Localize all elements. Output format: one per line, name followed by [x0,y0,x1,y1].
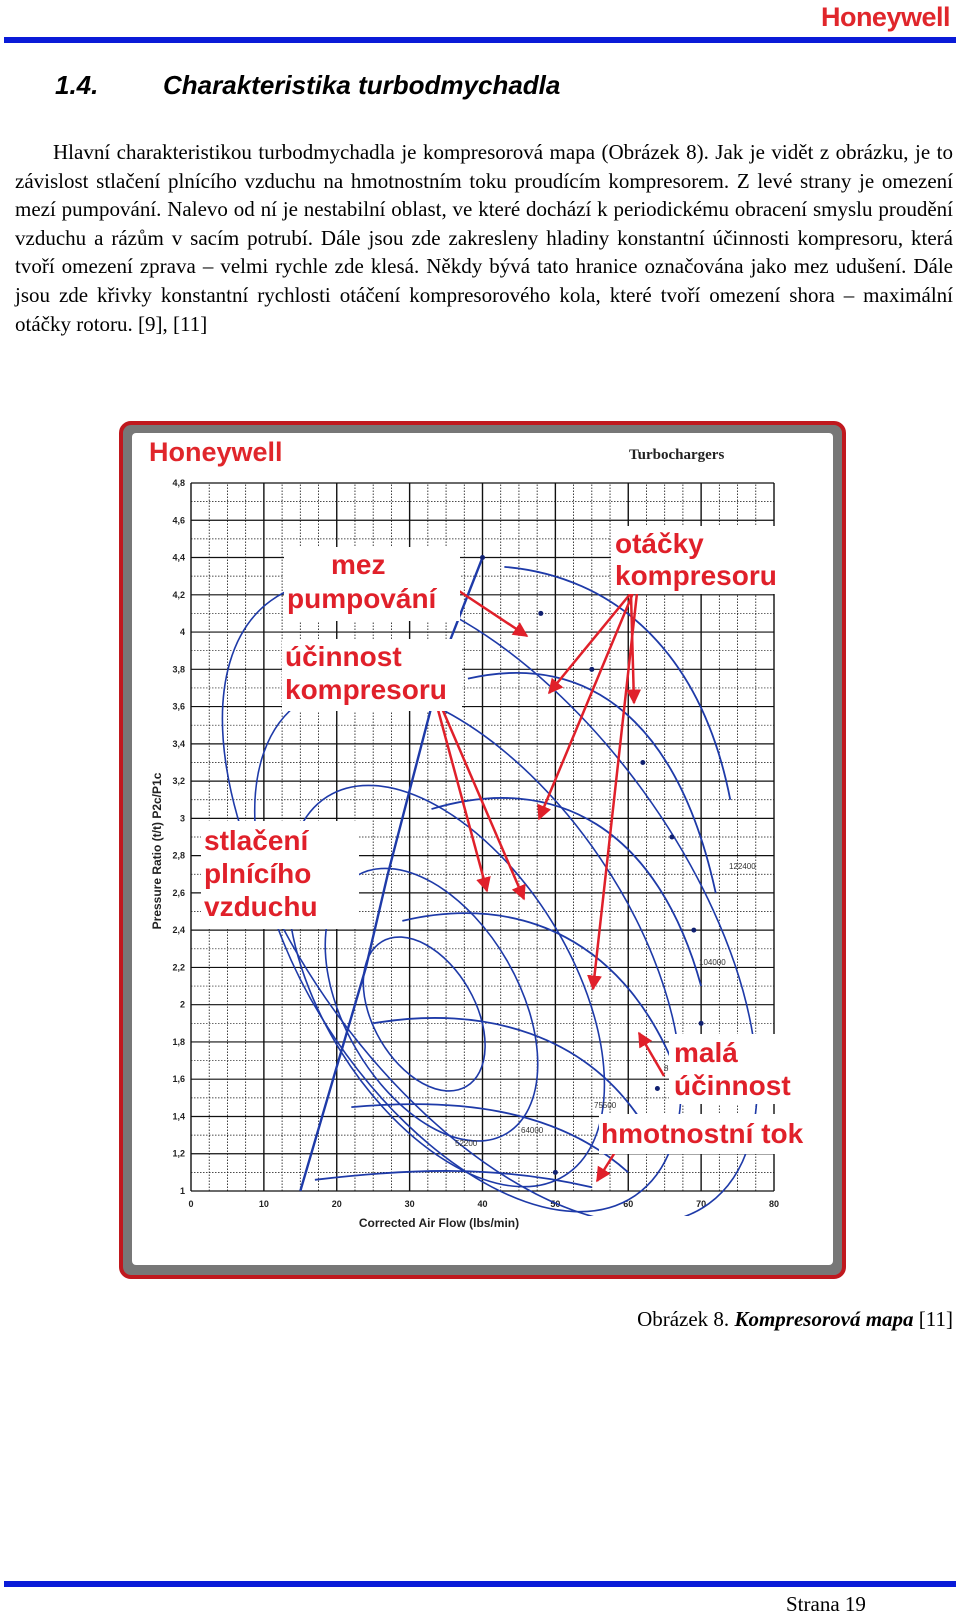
surge-label-line1: mez [331,549,385,580]
y-tick-label: 1,4 [172,1111,185,1121]
map-point [654,1086,660,1092]
label-bg [201,821,359,929]
y-tick-label: 3,4 [172,739,185,749]
surge-label-line2: pumpování [287,583,438,614]
map-point [480,555,485,561]
figure-caption: Obrázek 8. Kompresorová mapa [11] [637,1307,953,1332]
label-bg [284,547,460,621]
map-point [698,1020,704,1026]
x-tick-label: 80 [769,1199,779,1209]
y-tick-label: 4 [180,627,185,637]
y-tick-label: 3,6 [172,702,185,712]
section-number: 1.4. [55,70,99,100]
speed-line [351,1103,629,1174]
map-point [552,1169,558,1175]
y-tick-label: 4,2 [172,590,185,600]
paragraph-text: Hlavní charakteristikou turbodmychadla j… [15,140,953,336]
speed-label-line1: otáčky [615,528,704,559]
x-tick-label: 0 [188,1199,193,1209]
pressure-label-line2: plnícího [204,858,311,889]
y-tick-label: 4,8 [172,478,185,488]
x-axis-title: Corrected Air Flow (lbs/min) [359,1216,519,1230]
speed-label: 122400 [729,862,756,871]
efficiency-label-line1: účinnost [285,641,402,672]
x-tick-label: 10 [259,1199,269,1209]
speed-label: 75500 [594,1101,617,1110]
label-bg [282,639,462,711]
speed-line [402,912,681,1080]
x-tick-label: 30 [405,1199,415,1209]
label-bg [669,1034,799,1104]
speed-label-line2: kompresoru [615,560,777,591]
figure-logo: Honeywell [149,437,283,467]
turbochargers-label: Turbochargers [629,447,724,463]
map-point [691,927,697,933]
pressure-label-line3: vzduchu [204,891,318,922]
map-point [538,610,544,616]
label-bg [599,1114,815,1154]
body-paragraph: Hlavní charakteristikou turbodmychadla j… [15,138,953,338]
x-tick-label: 60 [623,1199,633,1209]
low-eff-label-line1: malá [674,1037,738,1068]
speed-line [504,565,732,800]
caption-title: Kompresorová mapa [734,1307,914,1331]
caption-prefix: Obrázek 8. [637,1307,730,1331]
y-tick-label: 2,4 [172,925,185,935]
map-point [640,759,646,765]
y-tick-label: 4,6 [172,515,185,525]
speed-label: 104000 [699,958,726,967]
compressor-map-figure: Honeywell Turbochargers 0 10 20 30 40 50 60 70 8… [119,421,846,1279]
pressure-label-line1: stlačení [204,825,309,856]
y-tick-label: 2,2 [172,962,185,972]
mass-flow-label: hmotnostní tok [601,1118,804,1149]
y-tick-label: 1,6 [172,1074,185,1084]
y-tick-label: 2,6 [172,888,185,898]
low-eff-label-line2: účinnost [674,1070,791,1101]
map-point [669,834,675,840]
y-tick-label: 2 [180,1000,185,1010]
page-number: Strana 19 [786,1592,866,1616]
efficiency-label-line2: kompresoru [285,674,447,705]
x-tick-label: 70 [696,1199,706,1209]
x-tick-label: 20 [332,1199,342,1209]
y-tick-label: 1,2 [172,1149,185,1159]
caption-ref: [11] [918,1307,953,1331]
annotation-arrows [435,589,666,1183]
map-point [589,666,595,672]
header-rule [4,37,956,43]
y-tick-label: 4,4 [172,553,185,563]
speed-line [373,1017,651,1136]
efficiency-contour [362,936,486,1092]
speed-label: 64000 [521,1126,544,1135]
honeywell-logo: Honeywell [820,2,951,32]
y-tick-label: 3 [180,813,185,823]
y-tick-label: 1,8 [172,1037,185,1047]
y-tick-label: 1 [180,1186,185,1196]
efficiency-contour [221,580,758,1216]
y-axis-title: Pressure Ratio (t/t) P2c/P1c [150,772,164,929]
speed-label: 52200 [455,1139,478,1148]
y-tick-label: 3,2 [172,776,185,786]
section-heading: 1.4. Charakteristika turbodmychadla [55,70,560,101]
x-tick-label: 40 [477,1199,487,1209]
y-tick-label: 3,8 [172,664,185,674]
footer-rule [4,1581,956,1587]
label-bg [611,526,789,594]
y-tick-label: 2,8 [172,851,185,861]
section-title: Charakteristika turbodmychadla [163,70,561,100]
